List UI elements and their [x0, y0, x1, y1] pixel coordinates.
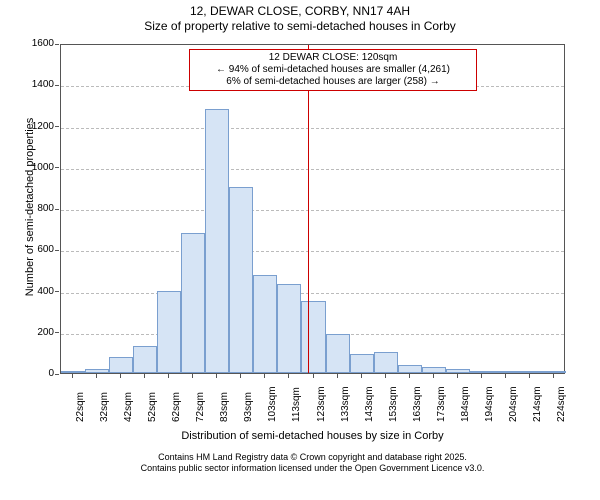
y-tick-label: 0 [22, 368, 54, 379]
x-tick-mark [361, 374, 362, 378]
histogram-bar [326, 334, 350, 373]
x-tick-label: 194sqm [484, 386, 495, 422]
histogram-bar [181, 233, 205, 373]
x-tick-mark [96, 374, 97, 378]
x-tick-label: 214sqm [532, 386, 543, 422]
histogram-bar [494, 371, 518, 373]
x-tick-mark [120, 374, 121, 378]
histogram-bar [398, 365, 422, 373]
x-tick-label: 173sqm [436, 386, 447, 422]
x-tick-mark [192, 374, 193, 378]
annotation-box: 12 DEWAR CLOSE: 120sqm← 94% of semi-deta… [189, 49, 477, 91]
x-tick-label: 133sqm [340, 386, 351, 422]
histogram-bar [374, 352, 398, 373]
chart-root: 12, DEWAR CLOSE, CORBY, NN17 4AH Size of… [0, 0, 600, 500]
annotation-line: 12 DEWAR CLOSE: 120sqm [194, 52, 472, 64]
chart-title-line2: Size of property relative to semi-detach… [0, 19, 600, 34]
x-tick-mark [385, 374, 386, 378]
x-tick-mark [505, 374, 506, 378]
x-tick-label: 204sqm [508, 386, 519, 422]
property-marker-line [308, 45, 309, 373]
x-tick-label: 113sqm [291, 387, 302, 422]
histogram-bar [301, 301, 325, 373]
y-tick-label: 200 [22, 327, 54, 338]
x-axis-label: Distribution of semi-detached houses by … [60, 430, 565, 442]
histogram-bar [133, 346, 157, 373]
y-tick-label: 1200 [22, 121, 54, 132]
x-tick-label: 22sqm [75, 392, 86, 422]
histogram-bar [350, 354, 374, 373]
x-tick-label: 72sqm [195, 392, 206, 422]
x-tick-label: 184sqm [460, 386, 471, 422]
x-tick-label: 52sqm [147, 392, 158, 422]
x-tick-mark [288, 374, 289, 378]
histogram-bar [85, 369, 109, 373]
x-tick-mark [409, 374, 410, 378]
histogram-bar [157, 291, 181, 374]
chart-title-block: 12, DEWAR CLOSE, CORBY, NN17 4AH Size of… [0, 4, 600, 34]
x-tick-mark [481, 374, 482, 378]
histogram-bar [422, 367, 446, 373]
attribution-line1: Contains HM Land Registry data © Crown c… [60, 452, 565, 463]
x-tick-mark [240, 374, 241, 378]
x-tick-label: 224sqm [556, 386, 567, 422]
x-tick-mark [529, 374, 530, 378]
attribution-line2: Contains public sector information licen… [60, 463, 565, 474]
grid-line [61, 128, 564, 129]
y-tick-label: 1400 [22, 79, 54, 90]
histogram-bar [470, 371, 494, 373]
x-tick-mark [337, 374, 338, 378]
x-tick-mark [168, 374, 169, 378]
histogram-bar [229, 187, 253, 373]
x-tick-label: 153sqm [388, 386, 399, 422]
x-tick-mark [216, 374, 217, 378]
grid-line [61, 169, 564, 170]
annotation-line: 6% of semi-detached houses are larger (2… [194, 76, 472, 88]
histogram-bar [542, 371, 566, 373]
x-tick-label: 62sqm [171, 392, 182, 422]
histogram-bar [109, 357, 133, 374]
x-tick-mark [264, 374, 265, 378]
y-tick-label: 800 [22, 203, 54, 214]
histogram-bar [446, 369, 470, 373]
x-tick-mark [313, 374, 314, 378]
grid-line [61, 210, 564, 211]
x-tick-label: 163sqm [412, 386, 423, 422]
x-tick-label: 93sqm [243, 392, 254, 422]
x-tick-mark [433, 374, 434, 378]
annotation-line: ← 94% of semi-detached houses are smalle… [194, 64, 472, 76]
attribution-block: Contains HM Land Registry data © Crown c… [60, 452, 565, 474]
x-tick-label: 42sqm [123, 392, 134, 422]
x-tick-mark [457, 374, 458, 378]
histogram-bar [253, 275, 277, 373]
chart-title-line1: 12, DEWAR CLOSE, CORBY, NN17 4AH [0, 4, 600, 19]
y-tick-label: 1600 [22, 38, 54, 49]
x-tick-mark [72, 374, 73, 378]
y-tick-label: 600 [22, 244, 54, 255]
grid-line [61, 251, 564, 252]
x-tick-label: 83sqm [219, 392, 230, 422]
x-tick-mark [144, 374, 145, 378]
x-tick-mark [553, 374, 554, 378]
x-tick-label: 103sqm [267, 386, 278, 422]
histogram-bar [518, 371, 542, 373]
x-tick-label: 123sqm [316, 386, 327, 422]
histogram-bar [277, 284, 301, 373]
x-tick-label: 143sqm [364, 386, 375, 422]
y-tick-label: 1000 [22, 162, 54, 173]
histogram-bar [61, 371, 85, 373]
y-tick-label: 400 [22, 286, 54, 297]
grid-line [61, 293, 564, 294]
x-tick-label: 32sqm [99, 392, 110, 422]
histogram-bar [205, 109, 229, 373]
plot-area: 12 DEWAR CLOSE: 120sqm← 94% of semi-deta… [60, 44, 565, 374]
